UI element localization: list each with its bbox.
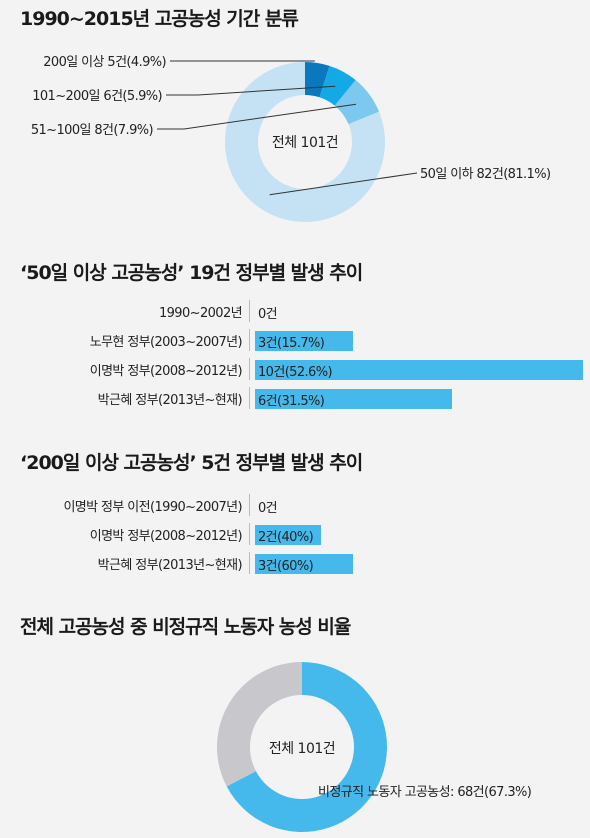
bar2-row-0: 이명박 정부 이전(1990~2007년) 0건	[0, 494, 590, 516]
bar1-category-label-2: 이명박 정부(2008~2012년)	[89, 364, 243, 379]
donut1-leader-line-1	[157, 103, 357, 130]
bar1-value-label-3: 6건(31.5%)	[258, 394, 325, 409]
bar1-value-label-2: 10건(52.6%)	[258, 365, 333, 380]
bar2-axis-tick-2	[249, 552, 250, 574]
donut1-slice-label-0: 50일 이하 82건(81.1%)	[420, 167, 550, 182]
donut1-title: 1990~2015년 고공농성 기간 분류	[20, 8, 299, 30]
donut1-slice-3	[305, 62, 330, 98]
donut1-chart: 전체 101건 50일 이하 82건(81.1%) 51~100일 8건(7.9%…	[31, 55, 551, 223]
donut1-slice-2	[319, 65, 356, 106]
bar2-value-label-0: 0건	[258, 501, 278, 516]
bar1-axis-tick-1	[249, 329, 250, 351]
bar2-bar-2	[255, 554, 354, 574]
bar1-value-label-1: 3건(15.7%)	[258, 336, 325, 351]
donut2-center-label: 전체 101건	[269, 741, 335, 757]
bar1-axis-tick-0	[249, 300, 250, 322]
bar2-row-1: 이명박 정부(2008~2012년) 2건(40%)	[0, 523, 590, 545]
bar1-title: ‘50일 이상 고공농성’ 19건 정부별 발생 추이	[20, 262, 363, 284]
bar2-bar-1	[255, 525, 321, 545]
bar1-value-label-0: 0건	[258, 307, 278, 322]
bar1-row-1: 노무현 정부(2003~2007년) 3건(15.7%)	[0, 329, 590, 351]
bar1-bar-1	[255, 331, 354, 351]
donut1-slice-0	[225, 62, 386, 223]
bar2-category-label-0: 이명박 정부 이전(1990~2007년)	[63, 500, 242, 515]
donut1-slice-label-3: 200일 이상 5건(4.9%)	[43, 55, 166, 70]
bar2-row-2: 박근혜 정부(2013년~현재) 3건(60%)	[0, 552, 590, 574]
donut1-center-label: 전체 101건	[272, 135, 338, 151]
bar1-row-0: 1990~2002년 0건	[0, 300, 590, 322]
bar2-axis-tick-1	[249, 523, 250, 545]
donut2-chart: 전체 101건 비정규직 노동자 고공농성: 68건(67.3%)	[217, 662, 532, 832]
bar2-title: ‘200일 이상 고공농성’ 5건 정부별 발생 추이	[20, 452, 363, 474]
donut2-slice-0	[226, 662, 387, 832]
donut2-slice-1	[217, 662, 302, 787]
bar1-bar-3	[255, 389, 452, 409]
donut1-leader-line-2	[166, 85, 336, 96]
bar2-category-label-2: 박근혜 정부(2013년~현재)	[97, 558, 243, 573]
bar1-row-3: 박근혜 정부(2013년~현재) 6건(31.5%)	[0, 387, 590, 409]
donut2-title: 전체 고공농성 중 비정규직 노동자 농성 비율	[20, 616, 351, 638]
bar1-axis-tick-2	[249, 358, 250, 380]
donut1-slice-label-2: 101~200일 6건(5.9%)	[32, 89, 162, 104]
donut2-slice-label: 비정규직 노동자 고공농성: 68건(67.3%)	[318, 785, 531, 800]
donut1-leader-line-0	[269, 172, 418, 196]
donut1-slice-1	[334, 80, 380, 125]
donut1-slice-label-1: 51~100일 8건(7.9%)	[31, 123, 153, 138]
bar2-category-label-1: 이명박 정부(2008~2012년)	[89, 529, 243, 544]
bar1-bar-2	[255, 360, 583, 380]
bar2-value-label-2: 3건(60%)	[258, 559, 314, 574]
bar1-category-label-3: 박근혜 정부(2013년~현재)	[97, 393, 243, 408]
bar1-axis-tick-3	[249, 387, 250, 409]
bar2-value-label-1: 2건(40%)	[258, 530, 314, 545]
bar1-category-label-0: 1990~2002년	[158, 306, 243, 321]
bar1-category-label-1: 노무현 정부(2003~2007년)	[89, 335, 243, 350]
bar2-axis-tick-0	[249, 494, 250, 516]
bar1-row-2: 이명박 정부(2008~2012년) 10건(52.6%)	[0, 358, 590, 380]
